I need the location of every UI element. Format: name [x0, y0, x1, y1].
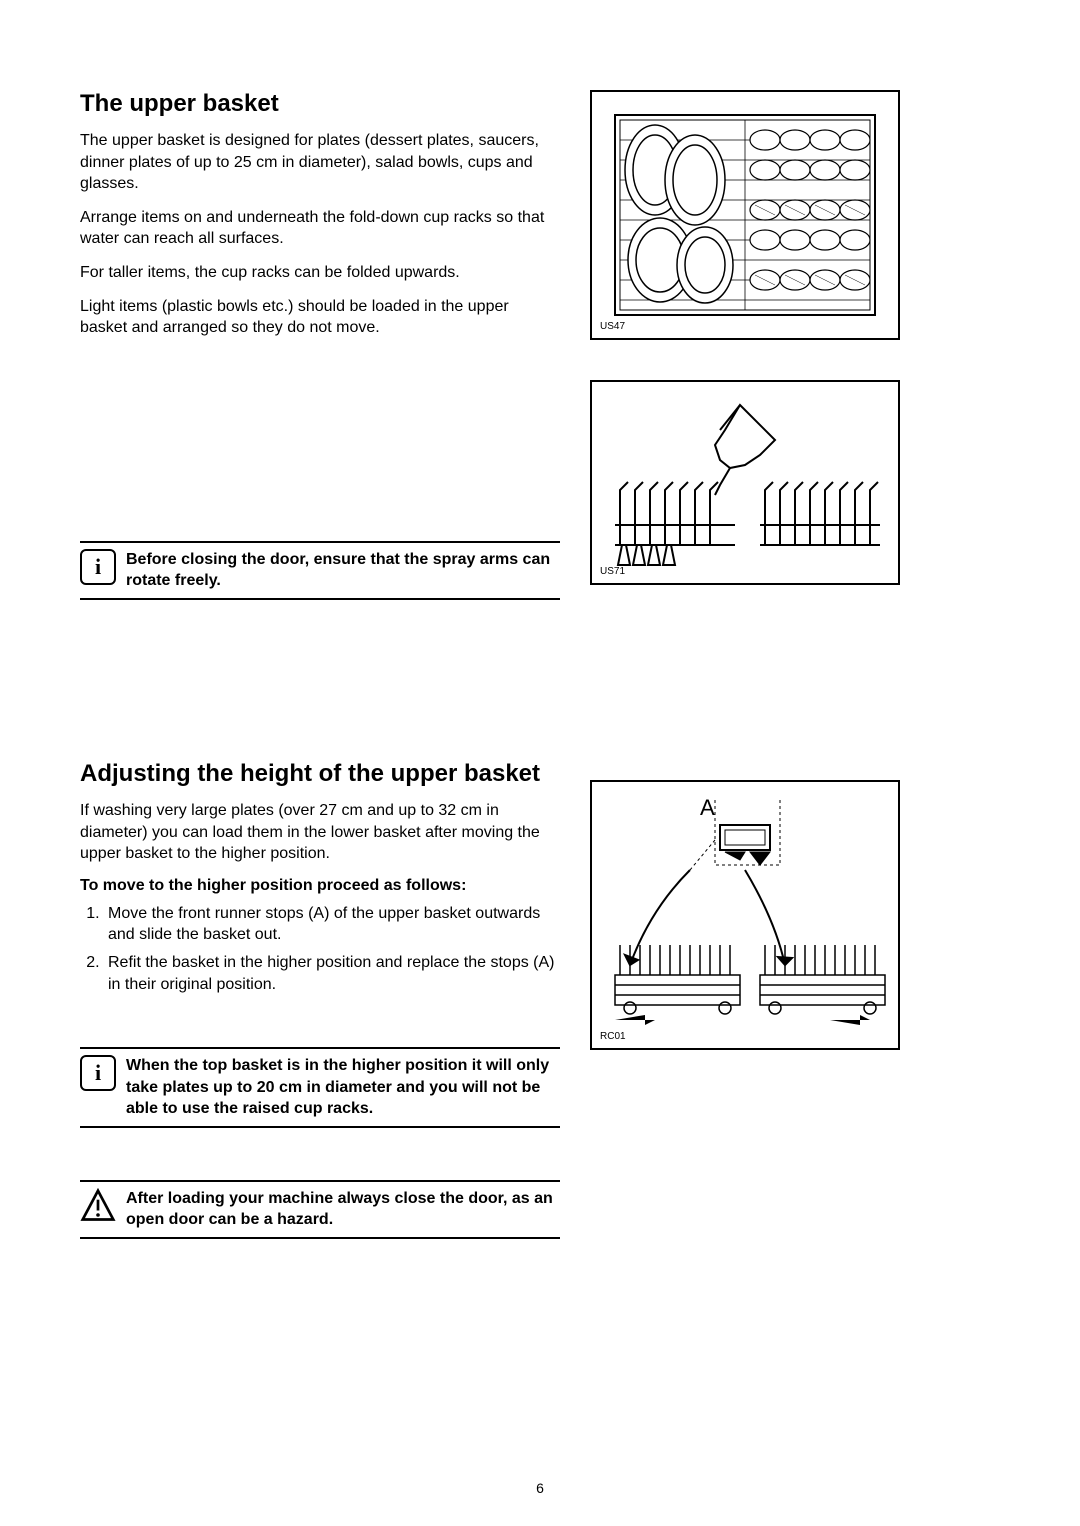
step-2: Refit the basket in the higher position …	[104, 952, 560, 995]
left-column: The upper basket The upper basket is des…	[80, 90, 560, 1251]
callout3-text: After loading your machine always close …	[126, 1188, 560, 1231]
callout1-text: Before closing the door, ensure that the…	[126, 549, 560, 592]
info-icon: i	[80, 1055, 116, 1091]
figure1-label: US47	[600, 321, 625, 332]
figure-height-adjust: A	[590, 780, 900, 1050]
figure-upper-basket-loaded: US47	[590, 90, 900, 340]
section1-p2: Arrange items on and underneath the fold…	[80, 207, 560, 250]
step-1: Move the front runner stops (A) of the u…	[104, 903, 560, 946]
figure-cup-rack: US71	[590, 380, 900, 585]
section2-subhead: To move to the higher position proceed a…	[80, 877, 560, 895]
section1-p4: Light items (plastic bowls etc.) should …	[80, 296, 560, 339]
page-number: 6	[536, 1480, 544, 1496]
callout2-text: When the top basket is in the higher pos…	[126, 1055, 560, 1120]
info-callout-higher-position: i When the top basket is in the higher p…	[80, 1047, 560, 1128]
right-column: US47	[590, 90, 900, 1251]
section2-p1: If washing very large plates (over 27 cm…	[80, 800, 560, 865]
warning-icon	[80, 1188, 116, 1224]
section1-p3: For taller items, the cup racks can be f…	[80, 262, 560, 284]
section1-p1: The upper basket is designed for plates …	[80, 130, 560, 195]
figure3-label-a: A	[700, 795, 715, 820]
section1-title: The upper basket	[80, 90, 560, 118]
figure3-label: RC01	[600, 1031, 626, 1042]
info-icon: i	[80, 549, 116, 585]
section2-title: Adjusting the height of the upper basket	[80, 760, 560, 788]
info-callout-spray-arms: i Before closing the door, ensure that t…	[80, 541, 560, 600]
section2-steps: Move the front runner stops (A) of the u…	[80, 903, 560, 995]
figure2-label: US71	[600, 566, 625, 577]
warning-callout-door: After loading your machine always close …	[80, 1180, 560, 1239]
